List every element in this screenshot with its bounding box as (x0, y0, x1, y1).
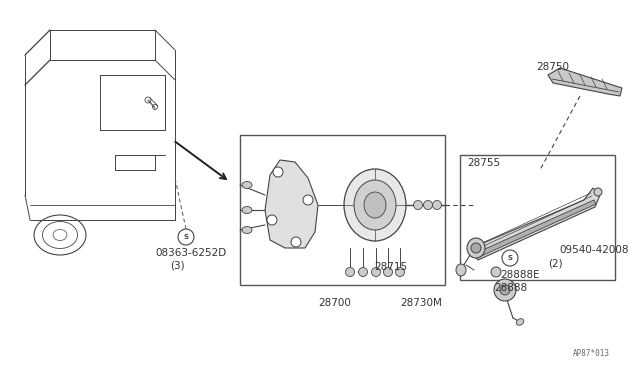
Text: (2): (2) (548, 258, 563, 268)
Circle shape (267, 215, 277, 225)
Circle shape (371, 267, 381, 276)
Text: S: S (184, 234, 189, 240)
Text: AP87*013: AP87*013 (573, 349, 610, 358)
Circle shape (358, 267, 367, 276)
Ellipse shape (242, 182, 252, 189)
Ellipse shape (424, 201, 433, 209)
Bar (240, 135, 445, 285)
Ellipse shape (456, 264, 466, 276)
Circle shape (303, 195, 313, 205)
Ellipse shape (500, 285, 510, 295)
Ellipse shape (354, 180, 396, 230)
Circle shape (291, 237, 301, 247)
Ellipse shape (491, 267, 501, 277)
Text: 28755: 28755 (467, 158, 500, 168)
Ellipse shape (344, 169, 406, 241)
Text: 28888: 28888 (494, 283, 527, 293)
Polygon shape (265, 160, 318, 248)
Ellipse shape (364, 192, 386, 218)
Text: 28730M: 28730M (400, 298, 442, 308)
Ellipse shape (516, 319, 524, 325)
Text: 28888E: 28888E (500, 270, 540, 280)
Ellipse shape (467, 238, 485, 258)
Ellipse shape (242, 206, 252, 214)
Text: 09540-42008: 09540-42008 (559, 245, 628, 255)
Ellipse shape (433, 201, 442, 209)
Circle shape (383, 267, 392, 276)
Circle shape (273, 167, 283, 177)
Text: 08363-6252D: 08363-6252D (155, 248, 227, 258)
Text: S: S (508, 255, 513, 261)
Text: 28700: 28700 (318, 298, 351, 308)
Text: 28715: 28715 (374, 262, 407, 272)
Text: (3): (3) (170, 260, 184, 270)
Polygon shape (548, 68, 622, 96)
Circle shape (471, 243, 481, 253)
Text: 28750: 28750 (536, 62, 569, 72)
Ellipse shape (413, 201, 422, 209)
Polygon shape (476, 200, 596, 257)
Circle shape (346, 267, 355, 276)
Bar (460, 155, 615, 280)
Polygon shape (470, 188, 600, 260)
Circle shape (594, 188, 602, 196)
Ellipse shape (494, 279, 516, 301)
Circle shape (396, 267, 404, 276)
Ellipse shape (242, 227, 252, 234)
